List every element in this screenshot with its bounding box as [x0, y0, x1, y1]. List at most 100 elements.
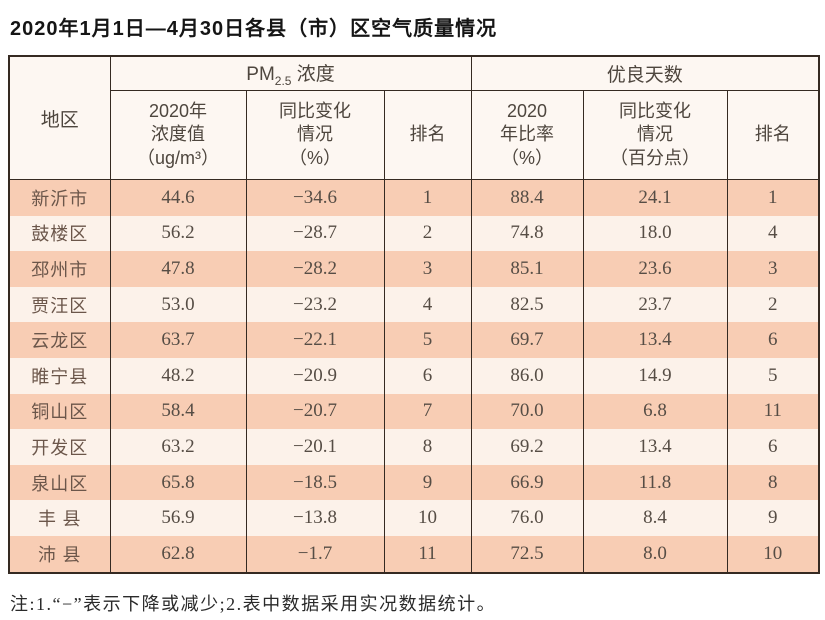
header-pm-rank: 排名: [383, 90, 472, 180]
pm25-label-subscript: 2.5: [274, 73, 292, 88]
cell-good_rate: 86.0: [470, 357, 584, 394]
table-row: 睢宁县 48.2 −20.9 6 86.0 14.9 5: [8, 357, 820, 394]
cell-pm_change: −28.2: [245, 251, 385, 287]
header-good-change: 同比变化 情况 （百分点）: [582, 90, 728, 180]
cell-region: 鼓楼区: [8, 215, 111, 252]
footnote: 注:1.“−”表示下降或减少;2.表中数据采用实况数据统计。: [10, 593, 497, 614]
table-row: 贾汪区 53.0 −23.2 4 82.5 23.7 2: [8, 286, 820, 323]
cell-good_rate: 88.4: [470, 179, 584, 216]
cell-good_change: 11.8: [582, 464, 728, 501]
cell-region: 开发区: [8, 429, 111, 465]
cell-pm_rank: 3: [383, 251, 472, 287]
pm25-label-prefix: PM: [246, 64, 275, 86]
cell-good_rate: 69.7: [470, 322, 584, 358]
cell-good_rank: 9: [726, 500, 820, 536]
cell-region: 贾汪区: [8, 286, 111, 323]
cell-region: 邳州市: [8, 251, 111, 287]
table-header: 地区 PM2.5 浓度 优良天数 2020年 浓度值 （ug/m³） 同比变化 …: [8, 56, 820, 180]
table-row: 邳州市 47.8 −28.2 3 85.1 23.6 3: [8, 251, 820, 287]
cell-good_change: 18.0: [582, 215, 728, 252]
cell-region: 新沂市: [8, 179, 111, 216]
cell-good_change: 13.4: [582, 322, 728, 358]
cell-region: 沛 县: [8, 535, 111, 573]
cell-good_rank: 6: [726, 429, 820, 465]
header-pm25-group: PM2.5 浓度: [109, 56, 472, 91]
cell-good_rate: 85.1: [470, 251, 584, 287]
cell-good_rank: 10: [726, 535, 820, 573]
cell-pm_rank: 5: [383, 322, 472, 358]
cell-pm_change: −1.7: [245, 535, 385, 573]
cell-good_rate: 74.8: [470, 215, 584, 252]
cell-good_change: 23.6: [582, 251, 728, 287]
cell-pm_rank: 1: [383, 179, 472, 216]
cell-pm_change: −20.7: [245, 393, 385, 430]
header-good-rank: 排名: [726, 90, 820, 180]
table-row: 鼓楼区 56.2 −28.7 2 74.8 18.0 4: [8, 215, 820, 252]
cell-pm_value: 63.7: [109, 322, 247, 358]
table-row: 泉山区 65.8 −18.5 9 66.9 11.8 8: [8, 464, 820, 501]
cell-pm_change: −22.1: [245, 322, 385, 358]
cell-pm_change: −23.2: [245, 286, 385, 323]
cell-pm_rank: 10: [383, 500, 472, 536]
cell-pm_change: −20.9: [245, 357, 385, 394]
header-pm-change: 同比变化 情况 （%）: [245, 90, 385, 180]
page-title: 2020年1月1日—4月30日各县（市）区空气质量情况: [10, 18, 498, 40]
cell-pm_rank: 9: [383, 464, 472, 501]
cell-good_rank: 6: [726, 322, 820, 358]
air-quality-table: 地区 PM2.5 浓度 优良天数 2020年 浓度值 （ug/m³） 同比变化 …: [8, 55, 821, 574]
cell-good_change: 13.4: [582, 429, 728, 465]
table-row: 云龙区 63.7 −22.1 5 69.7 13.4 6: [8, 322, 820, 358]
cell-region: 睢宁县: [8, 357, 111, 394]
header-group-row: 地区 PM2.5 浓度 优良天数: [8, 56, 820, 180]
cell-good_rate: 72.5: [470, 535, 584, 573]
cell-pm_value: 62.8: [109, 535, 247, 573]
cell-pm_rank: 7: [383, 393, 472, 430]
cell-pm_change: −28.7: [245, 215, 385, 252]
table-row: 新沂市 44.6 −34.6 1 88.4 24.1 1: [8, 179, 820, 216]
cell-good_rate: 66.9: [470, 464, 584, 501]
header-region: 地区: [8, 56, 111, 180]
cell-good_rank: 8: [726, 464, 820, 501]
cell-good_rate: 70.0: [470, 393, 584, 430]
header-columns-row: 2020年 浓度值 （ug/m³） 同比变化 情况 （%） 排名 2020 年比…: [9, 90, 820, 180]
header-good-days-group: 优良天数: [470, 56, 820, 91]
cell-pm_value: 63.2: [109, 429, 247, 465]
header-pm-value: 2020年 浓度值 （ug/m³）: [109, 90, 247, 180]
cell-good_rank: 4: [726, 215, 820, 252]
cell-pm_value: 58.4: [109, 393, 247, 430]
cell-good_change: 8.0: [582, 535, 728, 573]
cell-good_change: 23.7: [582, 286, 728, 323]
cell-good_rank: 5: [726, 357, 820, 394]
cell-good_change: 14.9: [582, 357, 728, 394]
cell-region: 云龙区: [8, 322, 111, 358]
cell-good_rate: 76.0: [470, 500, 584, 536]
cell-pm_value: 48.2: [109, 357, 247, 394]
cell-pm_value: 47.8: [109, 251, 247, 287]
cell-pm_value: 44.6: [109, 179, 247, 216]
pm25-label-suffix: 浓度: [291, 64, 335, 86]
table-body: 新沂市 44.6 −34.6 1 88.4 24.1 1 鼓楼区 56.2 −28.7 2 74.8 1…: [8, 179, 820, 573]
cell-pm_value: 53.0: [109, 286, 247, 323]
cell-good_rank: 11: [726, 393, 820, 430]
header-good-rate: 2020 年比率 （%）: [470, 90, 584, 180]
cell-good_rank: 1: [726, 179, 820, 216]
cell-pm_change: −18.5: [245, 464, 385, 501]
cell-good_change: 8.4: [582, 500, 728, 536]
cell-region: 铜山区: [8, 393, 111, 430]
cell-good_rate: 69.2: [470, 429, 584, 465]
cell-pm_rank: 4: [383, 286, 472, 323]
cell-pm_change: −20.1: [245, 429, 385, 465]
cell-good_rank: 3: [726, 251, 820, 287]
cell-good_rank: 2: [726, 286, 820, 323]
cell-pm_rank: 6: [383, 357, 472, 394]
cell-pm_value: 56.2: [109, 215, 247, 252]
cell-good_change: 24.1: [582, 179, 728, 216]
cell-pm_rank: 11: [383, 535, 472, 573]
cell-region: 泉山区: [8, 464, 111, 501]
cell-pm_rank: 2: [383, 215, 472, 252]
cell-region: 丰 县: [8, 500, 111, 536]
table-row: 铜山区 58.4 −20.7 7 70.0 6.8 11: [8, 393, 820, 430]
table-row: 开发区 63.2 −20.1 8 69.2 13.4 6: [8, 429, 820, 465]
cell-pm_change: −34.6: [245, 179, 385, 216]
